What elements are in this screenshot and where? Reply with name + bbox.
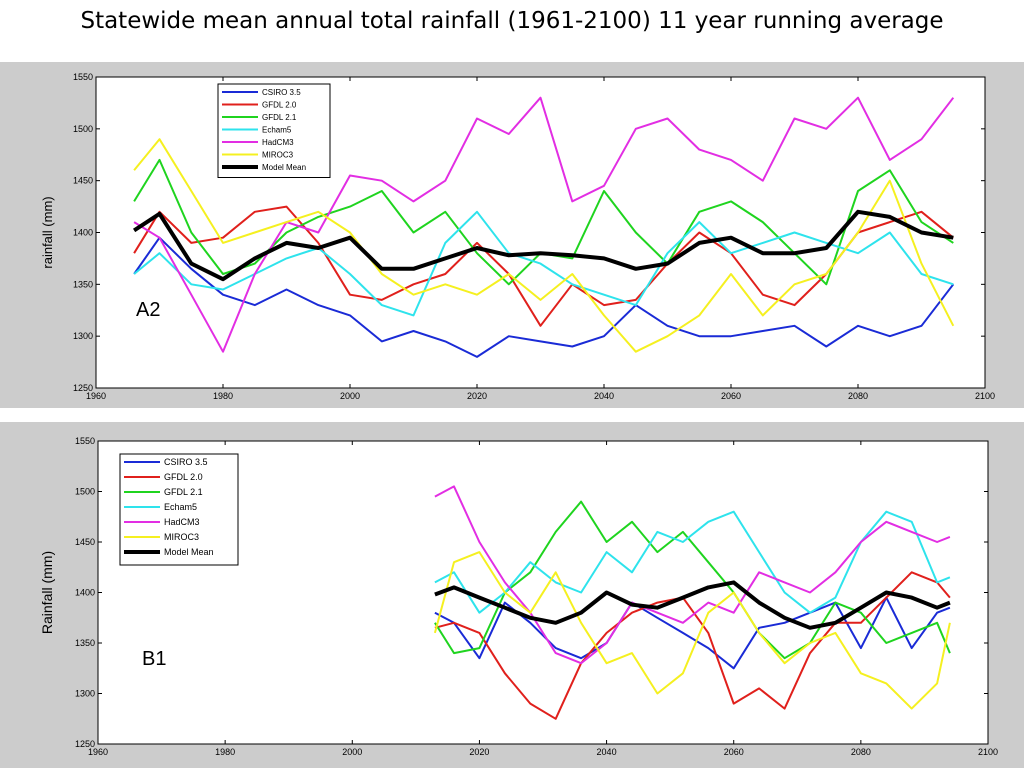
x-tick-label: 2020 — [467, 391, 487, 401]
legend-label: HadCM3 — [262, 138, 294, 147]
series-line-echam5 — [133, 210, 954, 317]
x-tick-label: 2000 — [342, 747, 362, 757]
legend — [119, 453, 239, 566]
x-tick-label: 1960 — [88, 747, 108, 757]
y-tick-label: 1250 — [75, 739, 95, 749]
y-axis-label: Rainfall (mm) — [39, 551, 55, 634]
y-tick-label: 1350 — [75, 638, 95, 648]
chart-panel-b1: 1960 1980 2000 2020 2040 2060 2080 2100 1250 1300… — [0, 422, 1024, 768]
x-tick-label: 2040 — [594, 391, 614, 401]
x-tick-label: 2060 — [721, 391, 741, 401]
chart-b1: 1960 1980 2000 2020 2040 2060 2080 2100 1250 1300… — [39, 436, 998, 757]
series-group — [133, 96, 955, 358]
y-tick-label: 1350 — [73, 279, 93, 289]
legend-label: HadCM3 — [164, 517, 200, 527]
legend-label: GFDL 2.1 — [164, 487, 203, 497]
legend-label: CSIRO 3.5 — [262, 88, 301, 97]
series-line-hadcm3 — [133, 96, 955, 353]
chart-a2: 1960 1980 2000 2020 2040 2060 2080 2100 1250 1300… — [40, 72, 995, 401]
legend-label: GFDL 2.0 — [164, 472, 203, 482]
x-tick-label: 1960 — [86, 391, 106, 401]
legend-label: MIROC3 — [262, 151, 294, 160]
y-tick-label: 1300 — [73, 331, 93, 341]
x-tick-label: 2000 — [340, 391, 360, 401]
y-tick-label: 1550 — [73, 72, 93, 82]
series-line-miroc3 — [433, 551, 951, 710]
series-line-model-mean — [434, 580, 951, 630]
series-line-echam5 — [434, 510, 951, 614]
x-tick-label: 1980 — [215, 747, 235, 757]
legend-label: MIROC3 — [164, 532, 199, 542]
y-tick-label: 1400 — [73, 228, 93, 238]
legend-label: Model Mean — [262, 163, 306, 172]
legend-label: Model Mean — [164, 547, 214, 557]
x-tick-label: 2100 — [978, 747, 998, 757]
page-title: Statewide mean annual total rainfall (19… — [80, 8, 944, 34]
scenario-label: A2 — [136, 299, 160, 321]
legend — [217, 83, 331, 178]
series-line-gfdl-2-1 — [434, 500, 951, 660]
x-tick-label: 2080 — [851, 747, 871, 757]
y-axis-label: rainfall (mm) — [40, 196, 55, 268]
legend-label: CSIRO 3.5 — [164, 457, 208, 467]
legend-label: GFDL 2.1 — [262, 113, 297, 122]
legend-label: Echam5 — [164, 502, 197, 512]
y-tick-label: 1450 — [73, 176, 93, 186]
x-tick-label: 2060 — [724, 747, 744, 757]
x-tick-label: 2080 — [848, 391, 868, 401]
x-tick-label: 1980 — [213, 391, 233, 401]
y-tick-label: 1400 — [75, 588, 95, 598]
y-tick-label: 1450 — [75, 537, 95, 547]
series-line-miroc3 — [133, 138, 955, 353]
x-tick-label: 2100 — [975, 391, 995, 401]
series-group — [433, 485, 951, 720]
series-line-gfdl-2-0 — [434, 571, 951, 720]
series-line-gfdl-2-0 — [133, 205, 954, 327]
y-tick-label: 1500 — [73, 124, 93, 134]
x-tick-label: 2040 — [597, 747, 617, 757]
series-line-model-mean — [133, 209, 954, 282]
y-tick-label: 1550 — [75, 436, 95, 446]
series-line-hadcm3 — [434, 485, 951, 665]
legend-label: Echam5 — [262, 126, 292, 135]
legend-label: GFDL 2.0 — [262, 101, 297, 110]
scenario-label: B1 — [142, 648, 166, 670]
y-tick-label: 1250 — [73, 383, 93, 393]
chart-panel-a2: 1960 1980 2000 2020 2040 2060 2080 2100 1250 1300… — [0, 62, 1024, 408]
y-tick-label: 1300 — [75, 689, 95, 699]
series-line-csiro-3-5 — [133, 236, 955, 358]
y-tick-label: 1500 — [75, 487, 95, 497]
x-tick-label: 2020 — [469, 747, 489, 757]
